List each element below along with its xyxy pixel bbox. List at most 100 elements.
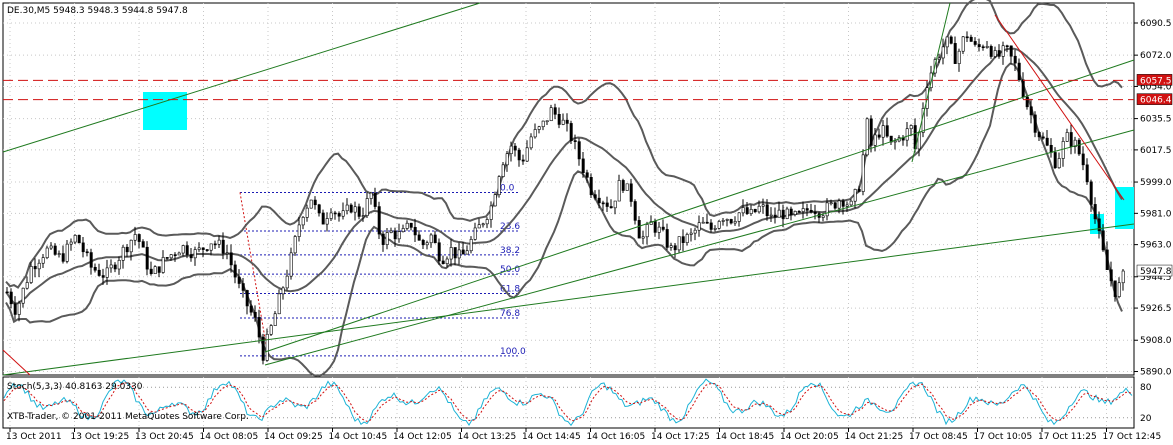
candle-body: [801, 208, 805, 212]
candle-body: [145, 246, 149, 270]
candle-body: [129, 239, 133, 253]
candle-body: [1097, 218, 1101, 232]
candle-body: [369, 192, 373, 199]
candle-body: [609, 206, 613, 209]
candle-body: [949, 36, 953, 44]
candle-body: [249, 305, 253, 313]
candle-body: [373, 192, 377, 207]
downtrend-line: [2, 349, 31, 376]
candle-body: [9, 291, 13, 305]
candle-body: [345, 204, 349, 212]
time-tick-label: 13 Oct 20:45: [135, 432, 194, 442]
candle-body: [313, 199, 317, 206]
candle-body: [321, 212, 325, 225]
stoch-label: Stoch(5,3,3) 40.8163 29.0330: [7, 382, 143, 392]
candle-body: [53, 245, 57, 255]
candle-body: [1073, 139, 1077, 148]
candle-body: [785, 208, 789, 219]
candle-body: [425, 242, 429, 246]
candle-body: [533, 129, 537, 138]
candle-body: [1121, 270, 1125, 284]
candle-body: [1117, 282, 1121, 297]
candle-body: [617, 180, 621, 202]
stoch-plot-area[interactable]: [2, 376, 1135, 429]
candle-body: [865, 118, 869, 156]
time-tick-label: 14 Oct 08:05: [200, 432, 259, 442]
candle-body: [821, 215, 825, 218]
fib-level-label: 61.8: [500, 284, 520, 294]
trendlines[interactable]: [2, 2, 1135, 376]
candle-body: [485, 219, 489, 225]
price-tick-label: 5926.5: [1140, 304, 1172, 314]
candle-body: [681, 236, 685, 243]
copyright-text: XTB-Trader, © 2001-2011 MetaQuotes Softw…: [7, 412, 249, 422]
candle-body: [985, 46, 989, 48]
candle-body: [637, 220, 641, 239]
candle-body: [121, 246, 125, 261]
candle-body: [577, 141, 581, 160]
candle-body: [77, 235, 81, 244]
candle-body: [169, 254, 173, 259]
stoch-level-label: 20: [1140, 414, 1152, 424]
candle-body: [65, 243, 69, 262]
candle-body: [1089, 181, 1093, 205]
candle-body: [333, 212, 337, 215]
candle-body: [325, 218, 329, 225]
candle-body: [765, 204, 769, 217]
candle-body: [445, 258, 449, 264]
candle-body: [853, 189, 857, 202]
candle-body: [1009, 45, 1013, 57]
price-tick-label: 5981.0: [1140, 209, 1172, 219]
candle-body: [725, 219, 729, 221]
candle-body: [645, 224, 649, 238]
candle-body: [813, 211, 817, 214]
resistance-lines[interactable]: [3, 79, 1134, 101]
fib-level-label: 50.0: [500, 265, 520, 275]
candle-body: [253, 311, 257, 318]
trendline: [2, 223, 1135, 376]
candle-body: [453, 247, 457, 259]
fibonacci-retracement[interactable]: 0.0 23.6 38.2 50.0 61.8 76.8 100.0: [239, 183, 526, 357]
candle-body: [233, 264, 237, 278]
candle-body: [133, 234, 137, 241]
candle-body: [185, 245, 189, 255]
time-tick-label: 14 Oct 21:25: [845, 432, 904, 442]
candle-body: [621, 180, 625, 191]
price-tick-label: 6017.5: [1140, 146, 1172, 156]
candle-body: [317, 204, 321, 214]
candle-body: [1049, 144, 1053, 153]
candle-body: [309, 199, 313, 209]
candle-body: [209, 243, 213, 251]
candle-body: [189, 254, 193, 259]
candle-body: [501, 164, 505, 177]
candle-body: [845, 204, 849, 207]
candle-body: [261, 336, 265, 361]
grid: [3, 3, 1134, 428]
candle-body: [857, 189, 861, 192]
candle-body: [665, 229, 669, 248]
time-tick-label: 17 Oct 12:45: [1103, 432, 1162, 442]
candle-body: [837, 200, 841, 209]
price-tag-label: 6057.5: [1140, 76, 1172, 86]
candle-body: [13, 303, 17, 315]
candle-body: [1061, 141, 1065, 159]
price-tick-label: 6035.5: [1140, 115, 1172, 125]
candle-body: [569, 123, 573, 141]
candle-body: [885, 125, 889, 137]
time-tick-label: 17 Oct 08:45: [909, 432, 968, 442]
candle-body: [657, 226, 661, 233]
candle-body: [893, 140, 897, 143]
candle-body: [437, 242, 441, 262]
candle-body: [177, 252, 181, 256]
price-tag-label: 5947.8: [1140, 267, 1172, 277]
candle-body: [973, 41, 977, 45]
candle-body: [557, 113, 561, 125]
candle-body: [833, 202, 837, 209]
candle-body: [405, 222, 409, 229]
candle-body: [981, 46, 985, 49]
fib-level-label: 0.0: [500, 183, 515, 193]
candle-body: [409, 222, 413, 228]
time-tick-label: 13 Oct 2011: [6, 432, 62, 442]
